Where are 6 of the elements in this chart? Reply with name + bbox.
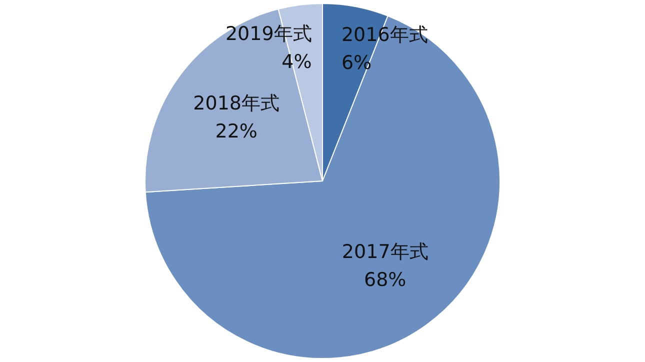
data-label: 68% <box>364 269 406 292</box>
slice-label: 2019年式 <box>225 22 312 45</box>
slice-label: 2017年式 <box>342 241 428 264</box>
data-label: 4% <box>282 50 312 73</box>
slice-label: 2018年式 <box>193 92 280 114</box>
data-label: 22% <box>215 120 258 142</box>
